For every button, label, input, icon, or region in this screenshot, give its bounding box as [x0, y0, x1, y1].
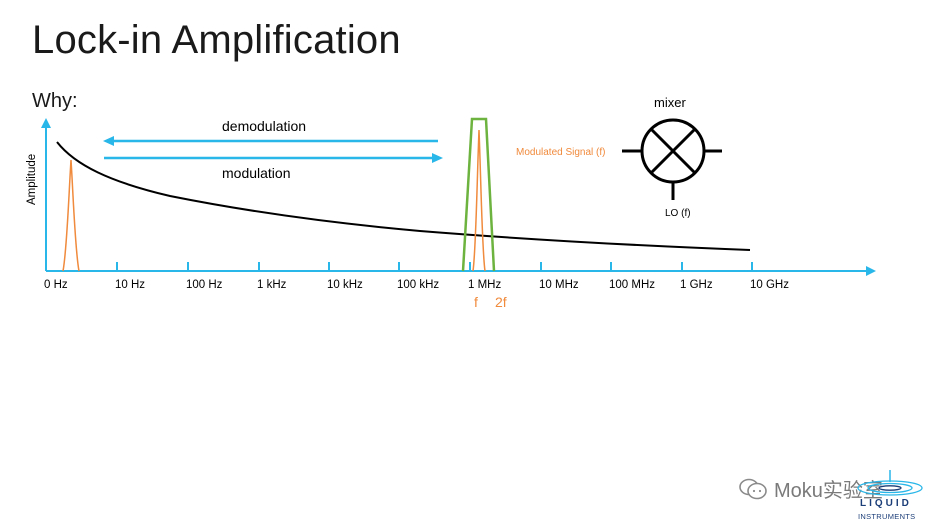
brand-line1: LIQUID [860, 498, 912, 509]
y-axis-arrowhead [41, 118, 51, 128]
chat-bubble-icon [738, 476, 768, 502]
slide-subtitle: Why: [32, 90, 78, 112]
x-tick-label: 100 MHz [609, 279, 655, 291]
mixer-lo-label: LO (f) [665, 208, 691, 219]
demodulation-arrowhead [103, 136, 114, 146]
brand-logo: LIQUID INSTRUMENTS [852, 468, 932, 524]
peak-label-f: f [474, 294, 478, 310]
y-axis-label: Amplitude [26, 154, 38, 205]
x-tick-label: 1 GHz [680, 279, 713, 291]
x-tick-label: 100 Hz [186, 279, 223, 291]
modulation-arrowhead [432, 153, 443, 163]
x-tick-label: 100 kHz [397, 279, 439, 291]
slide-title: Lock-in Amplification [32, 18, 401, 62]
x-axis-ticks [116, 262, 753, 271]
x-axis-tick-labels: 0 Hz 10 Hz 100 Hz 1 kHz 10 kHz 100 kHz 1 MHz 10… [44, 279, 789, 291]
mixer-cross-b [649, 127, 697, 175]
brand-line2: INSTRUMENTS [858, 512, 916, 521]
x-tick-label: 10 GHz [750, 279, 789, 291]
x-tick-label: 10 Hz [115, 279, 145, 291]
watermark-text: Moku实验室 [774, 480, 883, 502]
ripple-logo-icon [857, 470, 923, 496]
x-tick-label: 1 MHz [468, 279, 501, 291]
mixer-title: mixer [654, 95, 686, 110]
x-axis-arrowhead [866, 266, 876, 276]
x-tick-label: 1 kHz [257, 279, 287, 291]
noise-curve [56, 141, 751, 251]
mixer-input-label: Modulated Signal (f) [516, 147, 606, 158]
baseband-signal-peak [62, 159, 80, 272]
modulated-signal-peak [472, 129, 486, 272]
x-tick-label: 10 MHz [539, 279, 579, 291]
demodulation-label: demodulation [222, 118, 306, 134]
modulation-label: modulation [222, 165, 291, 181]
peak-label-2f: 2f [495, 294, 507, 310]
x-tick-label: 0 Hz [44, 279, 68, 291]
watermark: Moku实验室 [738, 474, 883, 503]
x-tick-label: 10 kHz [327, 279, 363, 291]
bandpass-filter [461, 117, 496, 272]
